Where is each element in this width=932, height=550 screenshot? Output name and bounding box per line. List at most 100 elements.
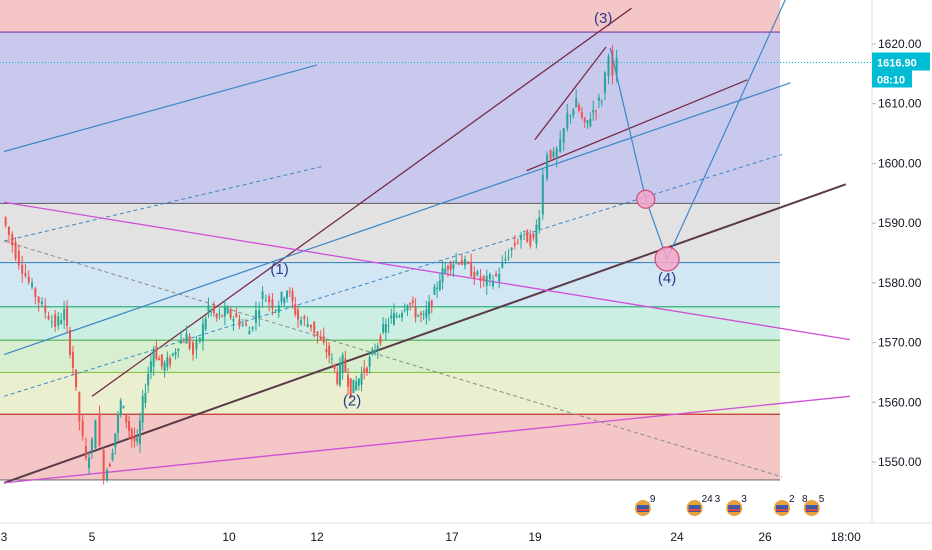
- trend-line-9[interactable]: [3, 395, 851, 484]
- candle-body: [117, 414, 120, 433]
- last-price-value: 1616.90: [877, 58, 917, 70]
- candle-body: [133, 435, 136, 442]
- candle-body: [395, 315, 398, 318]
- candle-body: [210, 309, 213, 311]
- trend-line-0[interactable]: [3, 183, 847, 484]
- x-tick-label: 12: [310, 530, 324, 544]
- target-marker-1[interactable]: [654, 246, 680, 272]
- candle-body: [60, 320, 63, 324]
- candle-body: [288, 291, 291, 293]
- target-marker-0[interactable]: [636, 189, 656, 209]
- candle-body: [363, 368, 366, 374]
- candle-body: [368, 357, 371, 367]
- candle-body: [177, 348, 180, 351]
- candle-body: [344, 358, 347, 372]
- event-extra-count: 3: [715, 494, 721, 505]
- event-count: 3: [741, 494, 747, 505]
- trend-line-10[interactable]: [3, 240, 783, 478]
- candle-body: [261, 291, 264, 300]
- candle-body: [127, 420, 130, 431]
- candle-body: [264, 300, 267, 302]
- price-axis[interactable]: [872, 0, 932, 550]
- candle-body: [504, 258, 507, 261]
- candle-body: [479, 276, 482, 282]
- wave-label-2: (3): [594, 10, 612, 27]
- candle-body: [204, 318, 207, 330]
- countdown-tag: [872, 70, 912, 88]
- economic-event-0[interactable]: 9: [634, 494, 656, 516]
- candle-body: [66, 307, 69, 326]
- candle-body: [195, 339, 198, 350]
- candle-body: [535, 224, 538, 244]
- trend-line-7[interactable]: [3, 165, 323, 242]
- candle-body: [336, 372, 339, 384]
- candle-body: [595, 110, 598, 112]
- candle-body: [174, 351, 177, 355]
- event-flag-stripe: [688, 509, 701, 511]
- projection-path[interactable]: [609, 0, 803, 261]
- candle-body: [529, 234, 532, 246]
- candle-body: [102, 450, 105, 480]
- candle-body: [611, 50, 614, 76]
- candle-body: [248, 330, 251, 335]
- wave-label-0: (1): [270, 261, 288, 278]
- plot-area[interactable]: (1)(2)(3)(4)9 24 3 3 2 8 5: [0, 0, 872, 516]
- candle-body: [21, 264, 24, 274]
- trend-line-1[interactable]: [91, 7, 632, 397]
- candle-body: [457, 263, 460, 265]
- economic-event-4[interactable]: 5: [803, 494, 825, 516]
- candle-body: [94, 420, 97, 449]
- candle-body: [495, 273, 498, 276]
- candle-body: [152, 350, 155, 367]
- candle-body: [526, 230, 529, 243]
- candle-body: [4, 217, 7, 226]
- trend-line-6[interactable]: [3, 153, 783, 397]
- candle-body: [50, 321, 53, 323]
- time-axis[interactable]: [0, 523, 932, 550]
- y-tick-label: 1610.00: [878, 97, 922, 111]
- candle-body: [223, 307, 226, 317]
- candle-body: [425, 309, 428, 318]
- candle-body: [17, 250, 20, 265]
- candle-body: [221, 315, 224, 317]
- economic-event-1[interactable]: 24 3: [686, 494, 721, 516]
- candle-body: [136, 437, 139, 442]
- candle-body: [357, 378, 360, 386]
- trend-line-5[interactable]: [3, 64, 318, 153]
- candle-body: [360, 373, 363, 385]
- candle-body: [160, 354, 163, 367]
- candle-body: [274, 310, 277, 312]
- candle-body: [452, 264, 455, 269]
- event-count: 2: [789, 494, 795, 505]
- candle-body: [215, 313, 218, 318]
- candle-body: [333, 364, 336, 369]
- candle-body: [501, 261, 504, 268]
- y-tick-label: 1590.00: [878, 216, 922, 230]
- candle-body: [384, 323, 387, 333]
- candle-body: [607, 56, 610, 76]
- candle-body: [441, 268, 444, 282]
- trend-line-3[interactable]: [534, 46, 607, 140]
- candle-body: [403, 309, 406, 311]
- candle-body: [444, 268, 447, 274]
- candle-body: [523, 230, 526, 233]
- y-tick-label: 1560.00: [878, 395, 922, 409]
- candle-body: [40, 301, 43, 305]
- candle-body: [188, 336, 191, 349]
- candle-body: [419, 312, 422, 315]
- economic-event-2[interactable]: 3: [726, 494, 747, 516]
- candle-body: [392, 312, 395, 325]
- candles: [4, 44, 618, 485]
- candle-body: [438, 280, 441, 291]
- trend-line-4[interactable]: [3, 82, 791, 356]
- trend-line-2[interactable]: [526, 79, 748, 172]
- event-extra-count: 8: [802, 494, 808, 505]
- candle-body: [271, 299, 274, 309]
- trend-line-8[interactable]: [3, 201, 851, 341]
- candle-body: [144, 392, 147, 404]
- candle-body: [603, 72, 606, 93]
- candle-body: [171, 353, 174, 356]
